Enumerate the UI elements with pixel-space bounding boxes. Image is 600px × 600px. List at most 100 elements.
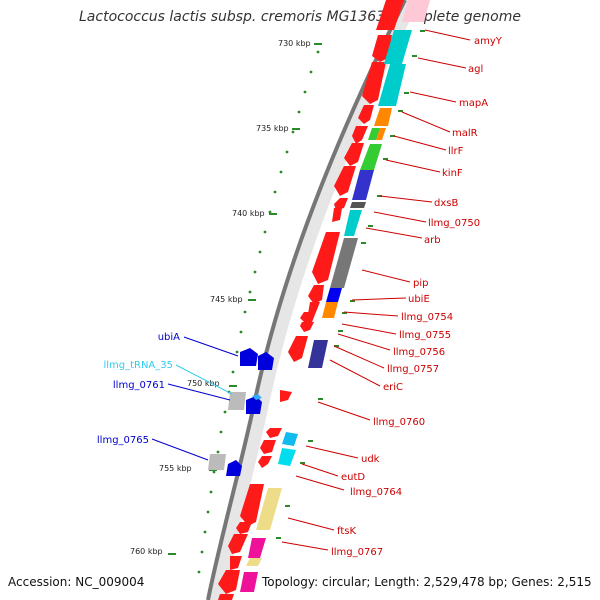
inner-ticks [276, 30, 425, 539]
gene-block [258, 352, 274, 370]
gene-block [376, 0, 404, 30]
gene-label-udk: udk [361, 454, 380, 465]
cog-box-orange [376, 128, 386, 140]
gene-block [258, 456, 272, 468]
forward-genes [218, 0, 404, 600]
gene-label-ubiE: ubiE [408, 294, 430, 305]
cog-box-grey [350, 202, 366, 208]
reverse-genes [208, 348, 274, 476]
gene-block [260, 440, 276, 454]
gene-block [308, 285, 324, 304]
gene-label-llmg-0750: llmg_0750 [428, 218, 480, 229]
cog-box-cyan [282, 432, 298, 446]
gene-label-ubiA: ubiA [158, 332, 180, 343]
gene-label-llmg-0757: llmg_0757 [387, 364, 439, 375]
cog-box-magenta [240, 572, 258, 592]
right-leaders [281, 29, 471, 551]
gene-label-llmg-0765: llmg_0765 [97, 435, 149, 446]
gene-label-llmg-0764: llmg_0764 [350, 487, 402, 498]
cog-box-cyan [278, 448, 296, 466]
tick-750: 750 kbp [187, 379, 237, 388]
gene-label-amyY: amyY [474, 36, 503, 47]
gene-label-llmg-0756: llmg_0756 [393, 347, 445, 358]
gene-block [362, 62, 386, 104]
cog-box-blue [326, 288, 342, 302]
right-labels: amyY agl mapA malR llrF kinF dxsB llmg_0… [331, 36, 503, 558]
gene-label-kinF: kinF [442, 168, 463, 179]
gene-block [218, 570, 240, 594]
tick-740: 740 kbp [232, 209, 277, 218]
gene-block [228, 392, 246, 410]
gene-block [344, 143, 364, 166]
svg-text:735 kbp: 735 kbp [256, 124, 289, 133]
genome-summary-text: Topology: circular; Length: 2,529,478 bp… [262, 575, 592, 589]
gene-block [300, 322, 314, 332]
gene-block [226, 460, 242, 476]
gene-block [208, 454, 226, 470]
svg-text:760 kbp: 760 kbp [130, 547, 163, 556]
gene-block [334, 166, 356, 196]
gene-label-eutD: eutD [341, 472, 365, 483]
gene-label-mapA: mapA [459, 98, 488, 109]
cog-box-green [360, 144, 382, 170]
cog-box-cyan [344, 210, 362, 236]
cog-boxes [240, 0, 430, 592]
gene-block [308, 302, 320, 314]
gene-block [312, 232, 340, 284]
gene-label-llmg-0761: llmg_0761 [113, 380, 165, 391]
gene-block [252, 394, 262, 400]
gene-label-arb: arb [424, 235, 441, 246]
gene-block [240, 348, 258, 366]
svg-text:745 kbp: 745 kbp [210, 295, 243, 304]
tick-735: 735 kbp [256, 124, 300, 133]
cog-box-khaki [246, 558, 262, 566]
cog-box-magenta [248, 538, 266, 558]
gene-block [218, 594, 234, 600]
gene-block [288, 336, 308, 362]
svg-text:750 kbp: 750 kbp [187, 379, 220, 388]
gene-label-agl: agl [468, 64, 483, 75]
tick-730: 730 kbp [278, 39, 322, 48]
gene-label-llmg-0755: llmg_0755 [399, 330, 451, 341]
gene-block [334, 198, 348, 210]
cog-box-khaki [256, 488, 282, 530]
svg-text:730 kbp: 730 kbp [278, 39, 311, 48]
cog-box-cyan [378, 64, 406, 106]
gene-block [230, 556, 242, 570]
gene-label-llmg-0760: llmg_0760 [373, 417, 425, 428]
cog-box-orange [322, 302, 338, 318]
gene-label-llrF: llrF [448, 146, 464, 157]
gene-label-malR: malR [452, 128, 478, 139]
svg-text:755 kbp: 755 kbp [159, 464, 192, 473]
gene-label-dxsB: dxsB [434, 198, 458, 209]
cog-box-navy [308, 340, 328, 368]
gene-label-eriC: eriC [383, 382, 403, 393]
dotted-track [197, 50, 320, 574]
gene-block [236, 522, 252, 534]
gene-label-pip: pip [413, 278, 428, 289]
gene-label-ftsK: ftsK [337, 526, 356, 537]
tick-760: 760 kbp [130, 547, 176, 556]
cog-box-blue [352, 170, 374, 200]
gene-label-llmg-0754: llmg_0754 [401, 312, 453, 323]
svg-text:740 kbp: 740 kbp [232, 209, 265, 218]
left-labels: ubiA llmg_tRNA_35 llmg_0761 llmg_0765 [97, 332, 180, 446]
gene-block [266, 428, 282, 438]
cog-box-orange [374, 108, 392, 126]
gene-block [352, 126, 368, 144]
left-leaders [151, 336, 239, 461]
gene-block [240, 484, 264, 526]
gene-label-llmg-0767: llmg_0767 [331, 547, 383, 558]
gene-block [280, 390, 292, 402]
accession-text: Accession: NC_009004 [8, 575, 145, 589]
scale-ticks: 730 kbp 735 kbp 740 kbp 745 kbp 750 kbp … [130, 39, 322, 556]
gene-block [358, 105, 374, 124]
gene-block [300, 312, 316, 324]
gene-block [332, 208, 342, 222]
cog-box-grey [330, 238, 358, 288]
cog-box-pink [402, 0, 430, 22]
cog-box-cyan [384, 30, 412, 64]
gene-block [246, 396, 262, 414]
tick-745: 745 kbp [210, 295, 256, 304]
